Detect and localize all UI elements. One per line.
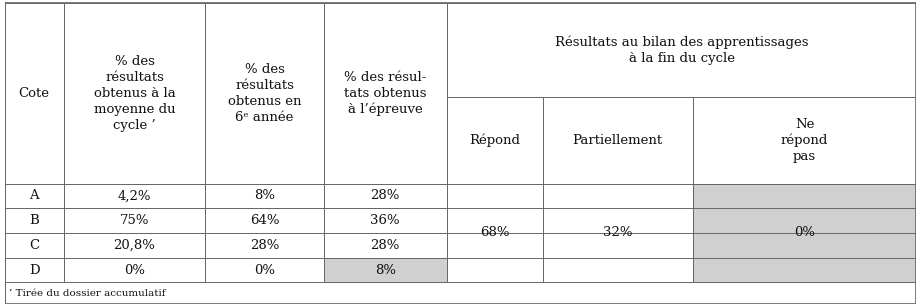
Text: 32%: 32% <box>603 226 633 240</box>
Bar <box>205 258 323 282</box>
Text: 36%: 36% <box>370 214 400 227</box>
Text: 28%: 28% <box>370 239 400 252</box>
Text: D: D <box>29 263 40 277</box>
Bar <box>5 208 64 233</box>
Text: 28%: 28% <box>250 239 279 252</box>
Bar <box>324 208 447 233</box>
Text: 75%: 75% <box>120 214 149 227</box>
Text: A: A <box>29 189 39 203</box>
Bar <box>5 3 64 184</box>
Text: B: B <box>29 214 39 227</box>
Text: % des
résultats
obtenus en
6ᵉ année: % des résultats obtenus en 6ᵉ année <box>227 63 301 124</box>
Bar <box>5 258 64 282</box>
Bar <box>64 184 205 208</box>
Bar <box>542 184 693 282</box>
Bar <box>64 3 205 184</box>
Bar <box>5 233 64 258</box>
Bar <box>205 208 323 233</box>
Text: ’ Tirée du dossier accumulatif: ’ Tirée du dossier accumulatif <box>9 289 166 298</box>
Text: Résultats au bilan des apprentissages
à la fin du cycle: Résultats au bilan des apprentissages à … <box>554 35 809 65</box>
Text: 8%: 8% <box>375 263 396 277</box>
Bar <box>447 97 542 184</box>
Text: C: C <box>29 239 40 252</box>
Text: 0%: 0% <box>124 263 145 277</box>
Bar <box>5 184 64 208</box>
Bar <box>324 3 447 184</box>
Text: 28%: 28% <box>370 189 400 203</box>
Bar <box>205 184 323 208</box>
Bar <box>447 184 542 282</box>
Bar <box>693 97 916 184</box>
Text: 20,8%: 20,8% <box>113 239 156 252</box>
Bar <box>64 233 205 258</box>
Bar <box>5 282 916 304</box>
Bar <box>64 208 205 233</box>
Text: 0%: 0% <box>794 226 815 240</box>
Text: 8%: 8% <box>254 189 275 203</box>
Bar <box>324 184 447 208</box>
Text: % des résul-
tats obtenus
à l’épreuve: % des résul- tats obtenus à l’épreuve <box>344 71 426 116</box>
Text: 64%: 64% <box>250 214 279 227</box>
Bar <box>324 233 447 258</box>
Bar <box>542 97 693 184</box>
Bar <box>64 258 205 282</box>
Text: 0%: 0% <box>254 263 275 277</box>
Bar <box>324 258 447 282</box>
Text: Répond: Répond <box>469 134 520 147</box>
Bar <box>447 3 916 97</box>
Bar <box>205 3 323 184</box>
Text: 68%: 68% <box>480 226 509 240</box>
Text: Cote: Cote <box>18 87 50 100</box>
Text: 4,2%: 4,2% <box>118 189 151 203</box>
Text: Partiellement: Partiellement <box>573 134 663 147</box>
Bar <box>693 184 916 282</box>
Bar <box>205 233 323 258</box>
Text: Ne
répond
pas: Ne répond pas <box>781 118 828 163</box>
Text: % des
résultats
obtenus à la
moyenne du
cycle ’: % des résultats obtenus à la moyenne du … <box>94 55 175 132</box>
